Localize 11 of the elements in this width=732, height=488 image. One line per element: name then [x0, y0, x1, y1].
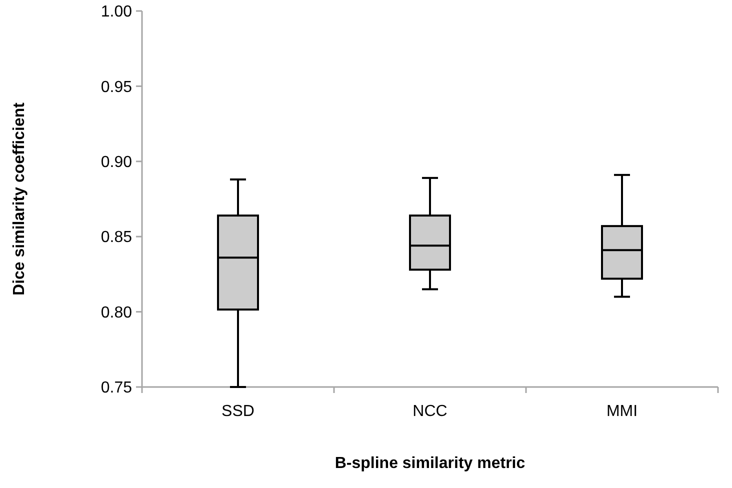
- y-tick-label: 0.80: [100, 304, 132, 322]
- x-axis-title: B-spline similarity metric: [334, 455, 526, 472]
- x-tick-label: SSD: [222, 403, 254, 420]
- x-tick-label: MMI: [606, 403, 638, 420]
- y-axis-title: Dice similarity coefficient: [11, 102, 28, 296]
- y-tick-label: 0.75: [100, 380, 132, 397]
- y-tick-label: 1.00: [100, 4, 132, 21]
- y-tick-label: 0.85: [100, 229, 132, 246]
- x-tick-label: NCC: [412, 403, 448, 420]
- y-tick-label: 0.95: [100, 78, 132, 96]
- y-tick-label: 0.90: [100, 154, 132, 171]
